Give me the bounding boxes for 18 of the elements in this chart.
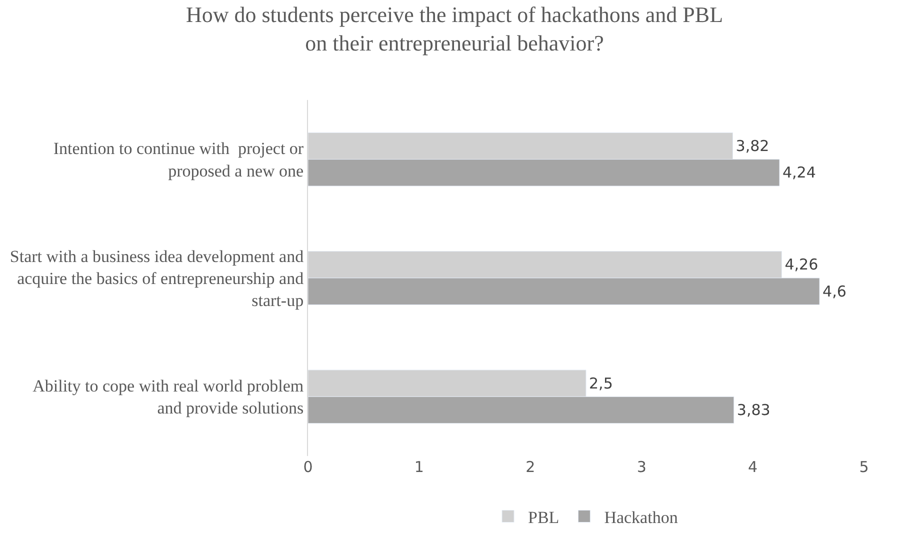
legend-label: PBL	[528, 508, 560, 527]
legend-label: Hackathon	[604, 508, 678, 527]
data-label: 3,82	[736, 136, 770, 155]
data-label: 4,6	[822, 282, 846, 300]
y-tick-label: Ability to cope with real world problem and provide solutions	[32, 376, 304, 418]
x-tick-label: 4	[748, 458, 758, 476]
y-tick-label: Start with a business idea development and acquire the basics of entrepreneurship and start-up	[10, 246, 304, 310]
chart-title: How do students perceive the impact of hackathons and PBL on their entrepreneurial behavior?	[186, 2, 724, 56]
x-tick-label: 1	[414, 458, 424, 476]
data-label: 2,5	[589, 374, 613, 392]
x-tick-label: 2	[526, 458, 536, 476]
x-tick-label: 0	[303, 458, 313, 476]
data-label: 4,24	[782, 164, 816, 182]
x-tick-label: 5	[859, 458, 869, 476]
data-label: 4,26	[784, 256, 818, 274]
x-tick-label: 3	[636, 458, 646, 476]
y-tick-label: Intention to continue with project or proposed a new one	[53, 139, 304, 180]
data-label: 3,83	[736, 401, 770, 420]
